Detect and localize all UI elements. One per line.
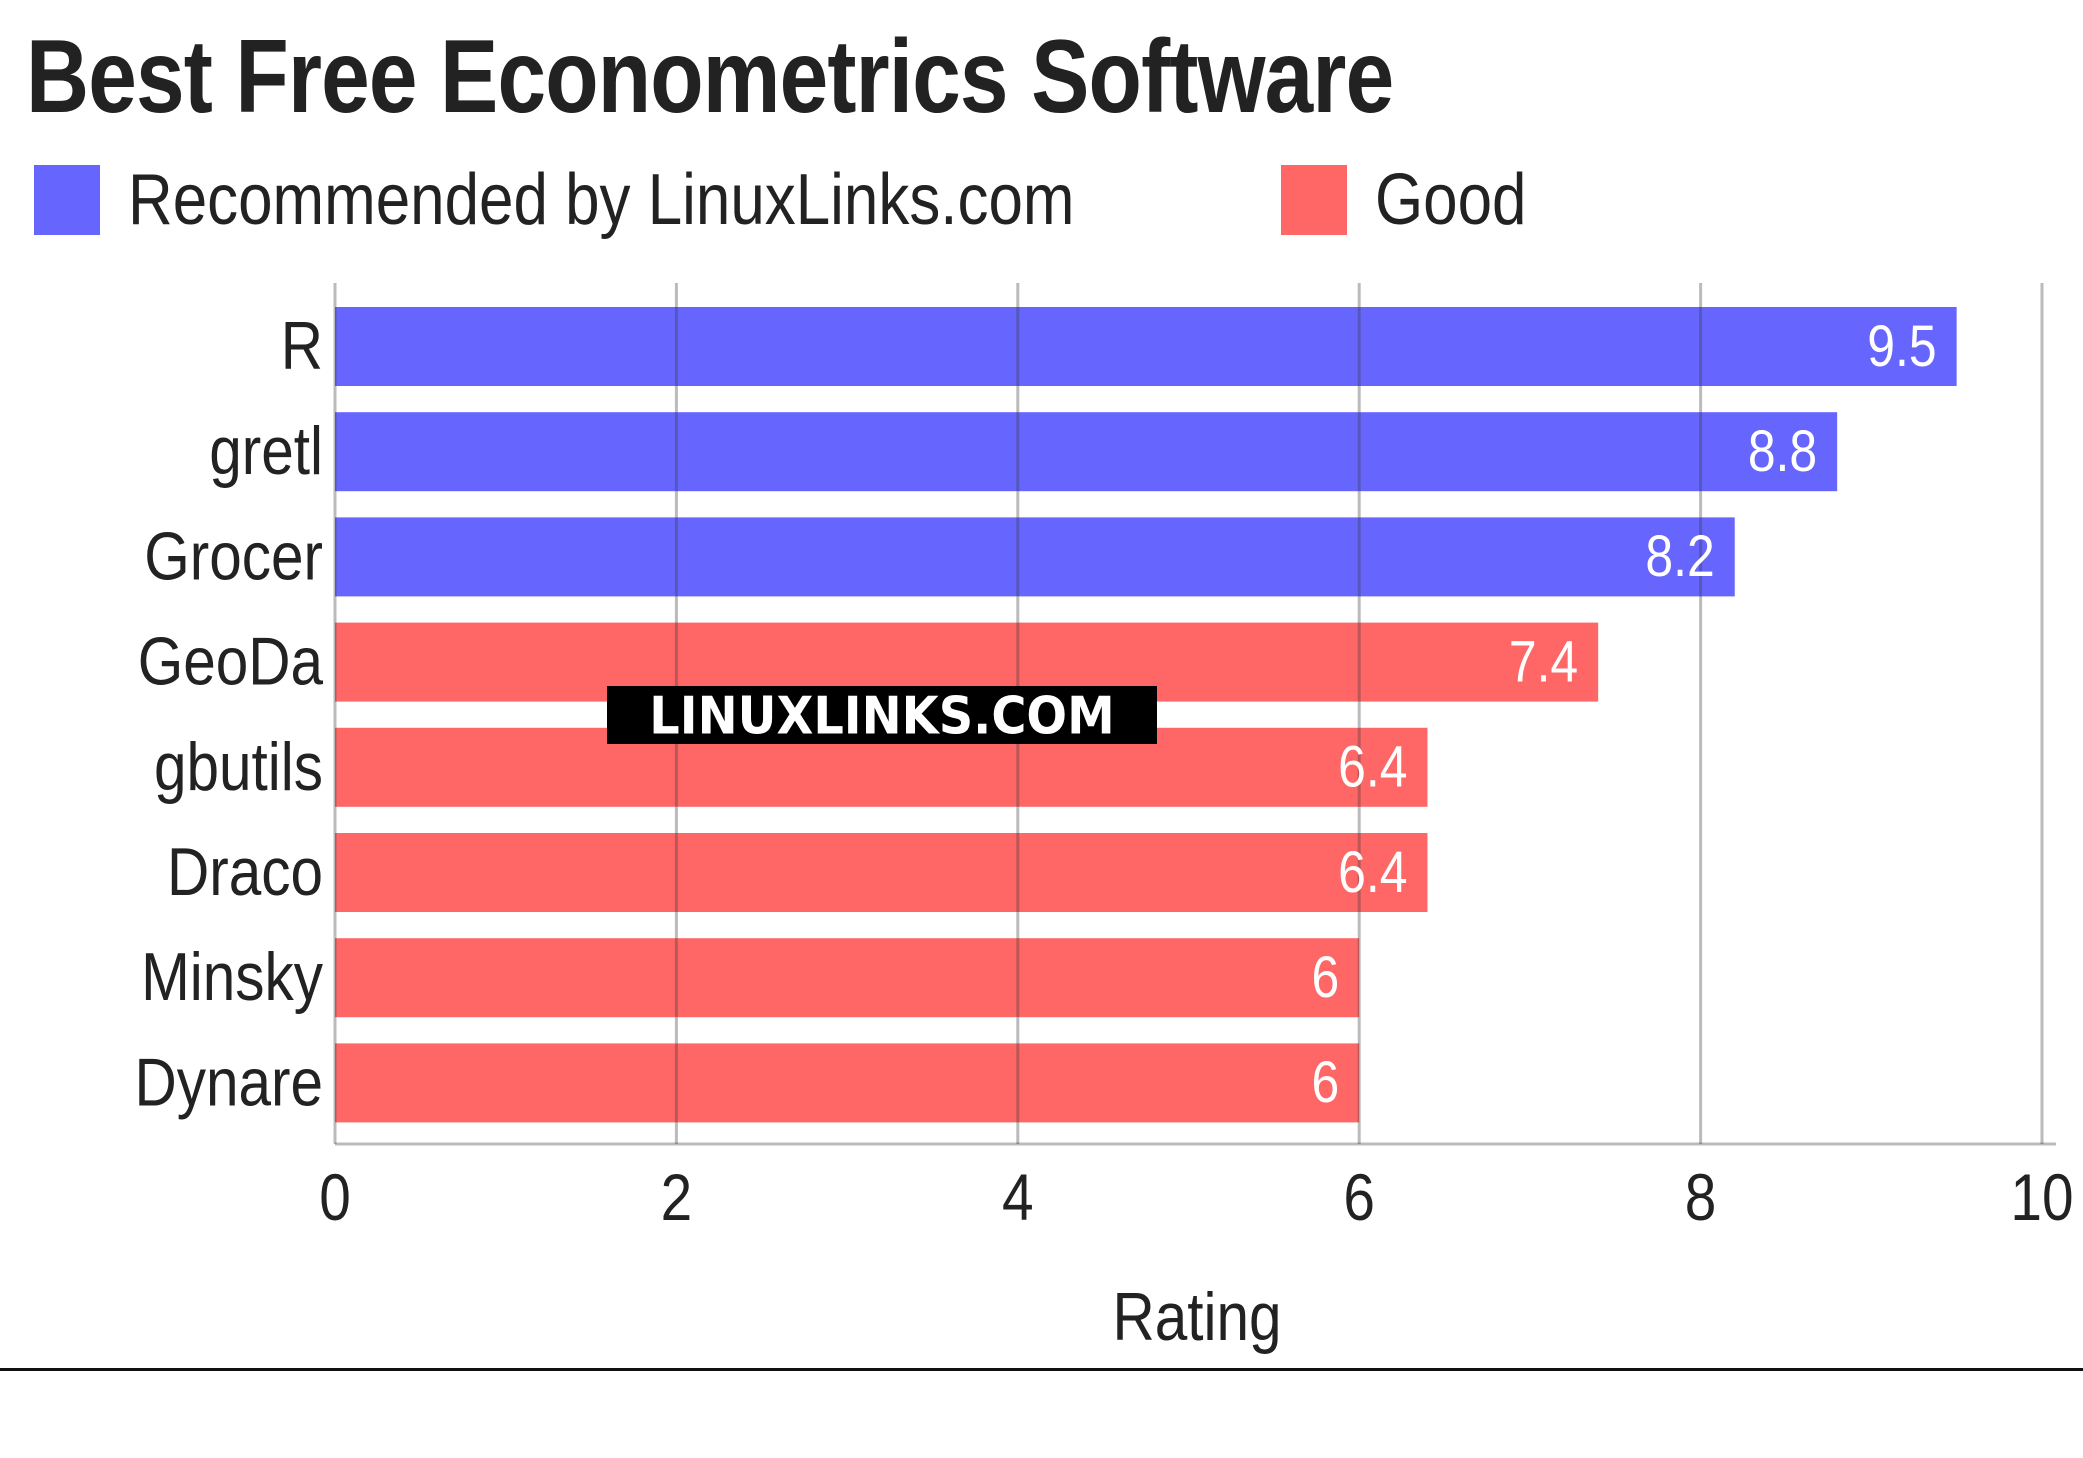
value-label-geoda: 7.4 (1509, 630, 1578, 694)
value-label-dynare: 6 (1311, 1051, 1339, 1115)
legend-label-good: Good (1374, 160, 1527, 240)
category-label-geoda: GeoDa (138, 625, 324, 700)
bar-minsky (335, 938, 1360, 1018)
value-label-draco: 6.4 (1338, 840, 1407, 904)
x-tick-label-10: 10 (2010, 1161, 2073, 1235)
category-label-draco: Draco (167, 835, 323, 910)
value-label-grocer: 8.2 (1645, 525, 1714, 589)
value-label-r: 9.5 (1867, 314, 1936, 378)
watermark-background (607, 686, 1157, 744)
x-tick-label-0: 0 (319, 1161, 351, 1235)
x-tick-label-6: 6 (1343, 1161, 1375, 1235)
x-axis-title: Rating (1112, 1280, 1281, 1355)
legend-swatch-recommended (34, 165, 100, 235)
bar-gretl (335, 412, 1838, 492)
chart-title: Best Free Econometrics Software (26, 19, 1394, 135)
legend-swatch-good (1280, 165, 1347, 235)
x-tick-label-2: 2 (661, 1161, 693, 1235)
x-tick-label-8: 8 (1685, 1161, 1717, 1235)
legend-item-good: Good (1280, 160, 1551, 240)
category-label-gbutils: gbutils (154, 730, 323, 805)
value-label-gbutils: 6.4 (1338, 735, 1407, 799)
bar-grocer (335, 517, 1735, 597)
x-tick-label-4: 4 (1002, 1161, 1034, 1235)
category-label-dynare: Dynare (135, 1045, 323, 1120)
value-label-gretl: 8.8 (1748, 420, 1817, 484)
bar-dynare (335, 1043, 1360, 1123)
bar-r (335, 307, 1957, 386)
category-label-grocer: Grocer (144, 519, 323, 594)
category-label-gretl: gretl (209, 414, 323, 489)
bottom-rule (0, 1368, 2083, 1371)
legend: Recommended by LinuxLinks.com Good (34, 164, 1603, 236)
category-label-r: R (281, 309, 323, 384)
bar-draco (335, 833, 1428, 912)
watermark-text: LINUXLINKS.COM (649, 686, 1114, 746)
value-label-minsky: 6 (1311, 946, 1339, 1010)
legend-item-recommended: Recommended by LinuxLinks.com (34, 164, 1229, 236)
category-label-minsky: Minsky (141, 940, 323, 1015)
legend-label-recommended: Recommended by LinuxLinks.com (128, 160, 1075, 240)
